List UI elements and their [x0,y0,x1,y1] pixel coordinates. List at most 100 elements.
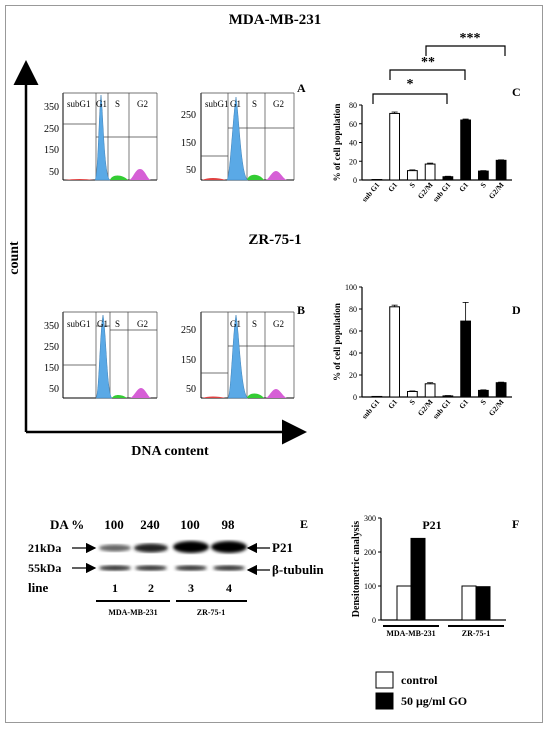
bar [475,586,491,621]
y-tick-label: 100 [364,582,376,591]
lane-2: 2 [148,581,154,595]
g1-peak [94,94,111,181]
dna-axis-label: DNA content [131,444,209,459]
y-tick-label: 300 [364,514,376,523]
significance-single: * [407,77,414,92]
tick-label: 150 [181,138,196,149]
da-label: DA % [50,517,84,532]
gate-label-subg1: subG1 [67,319,91,329]
tick-label: 50 [186,165,196,176]
tubulin-band-lane-1 [99,565,131,571]
legend-label-control: control [401,673,438,687]
lane-4: 4 [226,581,232,595]
x-tick-label: ZR-75-1 [462,629,490,638]
gate-label-g2: G2 [273,319,284,329]
tick-label: 50 [186,384,196,395]
lane-1: 1 [112,581,118,595]
band-label-tubulin: β-tubulin [272,562,324,577]
y-tick-label: 80 [349,305,357,314]
tick-label: 250 [44,124,59,135]
panel-letter-b: B [297,303,305,317]
histogram-a-left: 350 250 150 50 subG1 G1 S G2 [44,92,158,181]
legend-swatch-treated [375,692,394,710]
y-axis-label: % of cell population [332,303,342,381]
y-axis-label: % of cell population [332,104,342,182]
tick-label: 250 [181,325,196,336]
panel-letter-a: A [297,81,306,95]
panel-letter-e: E [300,517,308,531]
gate-label-g1: G1 [96,99,107,109]
p21-band-lane-1 [99,544,131,552]
significance-triple: *** [460,31,481,46]
gate-label-subg1: subG1 [205,99,229,109]
gate-label-s: S [115,99,120,109]
gate-label-subg1: subG1 [67,99,91,109]
gate-label-g2: G2 [137,319,148,329]
y-tick-label: 80 [349,101,357,110]
bracket-single [372,93,448,104]
gate-label-g1: G1 [230,99,241,109]
panel-letter-c: C [512,85,521,99]
p21-band-lane-3 [173,541,209,553]
p21-band-lane-4 [211,541,247,553]
chart-title: P21 [422,518,441,532]
tick-label: 350 [44,102,59,113]
da-value-1: 100 [104,517,124,532]
tubulin-band-lane-2 [135,565,167,571]
p21-band-lane-2 [134,543,168,553]
g2-peak [129,169,151,180]
blot-cell-line-2: ZR-75-1 [197,608,225,617]
lane-3: 3 [188,581,194,595]
y-tick-label: 40 [349,139,357,148]
gate-label-s: S [252,99,257,109]
da-value-4: 98 [222,517,236,532]
s-phase-fill [110,175,128,180]
histogram-b-right: 250 150 50 G1 S G2 [181,311,295,399]
x-tick-label: MDA-MB-231 [386,629,435,638]
count-axis-label: count [7,241,22,275]
x-tick-label: S [478,181,488,190]
tick-label: 150 [181,355,196,366]
y-tick-label: 40 [349,349,357,358]
gate-label-g2: G2 [137,99,148,109]
western-blot: DA % 100 240 [50,517,160,532]
gate-label-s: S [115,319,120,329]
y-tick-label: 100 [345,283,357,292]
gate-label-g2: G2 [273,99,284,109]
bar-chart-f: 0 100 200 300 P21 Densitometric analysis MDA-M… [351,514,506,638]
panel-letter-f: F [512,517,519,531]
subg1-peak [64,179,94,180]
x-tick-label: S [407,398,417,407]
tick-label: 250 [181,110,196,121]
title-zr: ZR-75-1 [248,232,301,248]
bar [371,395,383,398]
y-tick-label: 0 [353,393,357,402]
da-value-2: 240 [140,517,160,532]
gate-label-g1: G1 [230,319,241,329]
histogram-b-left: 350 250 150 50 subG1 G1 S G2 [44,311,158,399]
gate-label-g1: G1 [97,319,108,329]
tick-label: 50 [49,384,59,395]
tick-label: 150 [44,363,59,374]
bracket-triple [425,45,506,56]
y-tick-label: 20 [349,157,357,166]
legend-label-treated: 50 μg/ml GO [401,694,467,708]
tubulin-band-lane-4 [213,565,245,571]
y-tick-label: 0 [353,176,357,185]
panel-letter-d: D [512,303,521,317]
title-mda: MDA-MB-231 [229,12,321,28]
histogram-a-right: 250 150 50 subG1 G1 S G2 [181,92,295,181]
x-tick-label: S [407,181,417,190]
significance-double: ** [421,55,435,70]
tick-label: 50 [49,167,59,178]
significance-brackets: * ** *** [372,31,506,104]
figure-frame [5,5,543,723]
bracket-double [389,69,466,80]
y-axis-label: Densitometric analysis [351,521,362,617]
legend-swatch-control [375,671,394,689]
y-tick-label: 0 [372,616,376,625]
size-21kda: 21kDa [28,541,61,555]
line-label: line [28,580,48,595]
tubulin-band-lane-3 [175,565,207,571]
